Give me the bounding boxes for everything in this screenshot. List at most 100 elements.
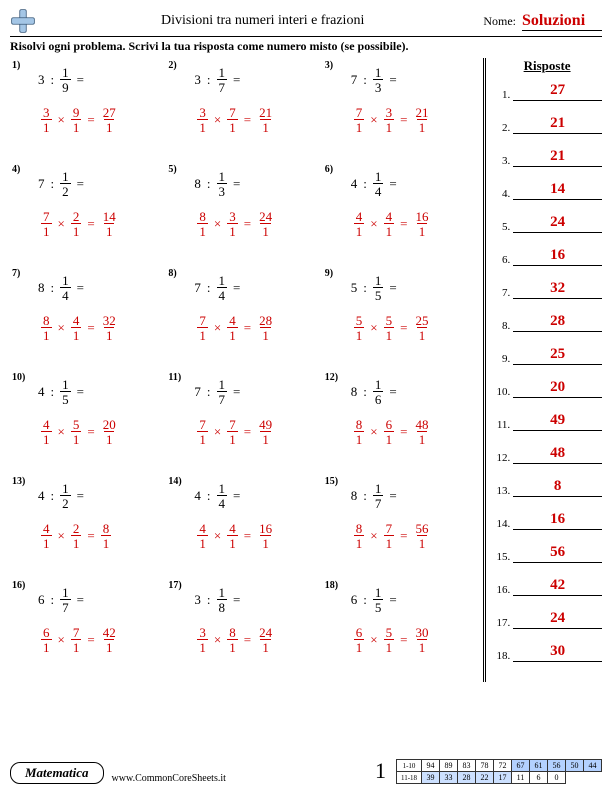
answer-value: 28 [513, 313, 602, 332]
problem: 8) 7:14= 71×41=281 [166, 266, 322, 370]
name-value: Soluzioni [522, 12, 602, 31]
problem-solution: 41×41=161 [194, 522, 322, 550]
answer-value: 8 [513, 478, 602, 497]
answer-row: 5.24 [492, 214, 602, 233]
problem-equation: 5:15= [351, 274, 479, 302]
answer-value: 42 [513, 577, 602, 596]
answer-index: 15. [492, 551, 510, 563]
problem-solution: 81×41=321 [38, 314, 166, 342]
answer-value: 24 [513, 610, 602, 629]
answer-value: 20 [513, 379, 602, 398]
problem: 9)5:15=51×51=251 [323, 266, 479, 370]
problem-solution: 31×71=211 [194, 106, 322, 134]
answer-row: 13.8 [492, 478, 602, 497]
answer-index: 14. [492, 518, 510, 530]
answer-value: 16 [513, 511, 602, 530]
problem-solution: 61×51=301 [351, 626, 479, 654]
answer-row: 12.48 [492, 445, 602, 464]
answer-row: 2.21 [492, 115, 602, 134]
problem-equation: 6:17= [38, 586, 166, 614]
problem: 7)8:14=81×41=321 [10, 266, 166, 370]
problem: 3)7:13=71×31=211 [323, 58, 479, 162]
problem-solution: 81×61=481 [351, 418, 479, 446]
problem: 10)4:15=41×51=201 [10, 370, 166, 474]
answer-value: 14 [513, 181, 602, 200]
problem-solution: 81×71=561 [351, 522, 479, 550]
answer-row: 10.20 [492, 379, 602, 398]
answer-value: 49 [513, 412, 602, 431]
answer-row: 6.16 [492, 247, 602, 266]
problem-number: 12) [325, 372, 338, 383]
answer-row: 4.14 [492, 181, 602, 200]
problem-equation: 3:17= [194, 66, 322, 94]
answer-value: 24 [513, 214, 602, 233]
problem-solution: 51×51=251 [351, 314, 479, 342]
problem-solution: 31×91=271 [38, 106, 166, 134]
answer-index: 3. [492, 155, 510, 167]
problem-equation: 8:17= [351, 482, 479, 510]
answer-value: 27 [513, 82, 602, 101]
problems-area: 1)3:19=31×91=2712)3:17=31×71=2113)7:13=7… [10, 58, 486, 682]
problem-equation: 8:16= [351, 378, 479, 406]
problem: 18)6:15=61×51=301 [323, 578, 479, 682]
answer-index: 17. [492, 617, 510, 629]
problem-equation: 4:14= [351, 170, 479, 198]
site-url: www.CommonCoreSheets.it [112, 773, 375, 784]
answer-index: 11. [492, 419, 510, 431]
problem-solution: 71×41=281 [194, 314, 322, 342]
problem-solution: 81×31=241 [194, 210, 322, 238]
answer-row: 17.24 [492, 610, 602, 629]
problem-number: 16) [12, 580, 25, 591]
problem-equation: 3:19= [38, 66, 166, 94]
answer-value: 30 [513, 643, 602, 662]
problem-solution: 41×21=81 [38, 522, 166, 550]
answer-index: 18. [492, 650, 510, 662]
problem-number: 18) [325, 580, 338, 591]
answer-row: 16.42 [492, 577, 602, 596]
plus-icon [10, 8, 36, 34]
problem: 5)8:13=81×31=241 [166, 162, 322, 266]
problem: 1)3:19=31×91=271 [10, 58, 166, 162]
problem: 14)4:14=41×41=161 [166, 474, 322, 578]
problem-equation: 8:13= [194, 170, 322, 198]
answer-index: 5. [492, 221, 510, 233]
problem: 12) 8:16= 81×61=481 [323, 370, 479, 474]
answer-value: 21 [513, 115, 602, 134]
problem: 17)3:18=31×81=241 [166, 578, 322, 682]
problem-solution: 71×71=491 [194, 418, 322, 446]
answer-value: 32 [513, 280, 602, 299]
answer-index: 10. [492, 386, 510, 398]
problem-equation: 7:17= [194, 378, 322, 406]
problem-solution: 61×71=421 [38, 626, 166, 654]
name-label: Nome: [483, 14, 516, 29]
answer-row: 11.49 [492, 412, 602, 431]
problem-solution: 41×51=201 [38, 418, 166, 446]
answer-row: 7.32 [492, 280, 602, 299]
answer-row: 14.16 [492, 511, 602, 530]
answer-row: 8.28 [492, 313, 602, 332]
answer-index: 1. [492, 89, 510, 101]
page-number: 1 [375, 758, 386, 784]
answer-index: 16. [492, 584, 510, 596]
problem-solution: 71×31=211 [351, 106, 479, 134]
problem-solution: 41×41=161 [351, 210, 479, 238]
problem-equation: 4:15= [38, 378, 166, 406]
answer-value: 25 [513, 346, 602, 365]
problem-number: 14) [168, 476, 181, 487]
problem-number: 4) [12, 164, 20, 175]
footer: Matematica www.CommonCoreSheets.it 1 1-1… [10, 758, 602, 784]
problem-number: 8) [168, 268, 176, 279]
worksheet-header: Divisioni tra numeri interi e frazioni N… [10, 8, 602, 37]
answer-index: 7. [492, 287, 510, 299]
instruction-text: Risolvi ogni problema. Scrivi la tua ris… [10, 39, 602, 54]
problem-equation: 4:12= [38, 482, 166, 510]
problem-equation: 3:18= [194, 586, 322, 614]
problem-equation: 7:14= [194, 274, 322, 302]
problem-number: 17) [168, 580, 181, 591]
answers-area: Risposte 1.272.213.214.145.246.167.328.2… [486, 58, 602, 682]
worksheet-title: Divisioni tra numeri interi e frazioni [42, 13, 483, 29]
problem-number: 3) [325, 60, 333, 71]
answer-row: 9.25 [492, 346, 602, 365]
answer-index: 8. [492, 320, 510, 332]
problem-solution: 71×21=141 [38, 210, 166, 238]
